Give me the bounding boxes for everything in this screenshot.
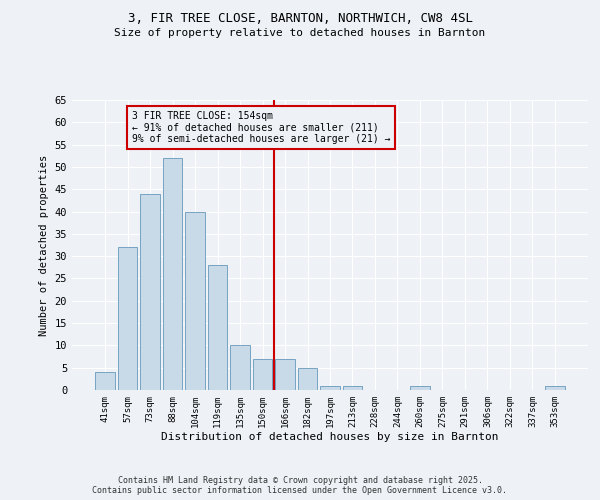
Bar — [253, 359, 272, 390]
Bar — [343, 386, 362, 390]
Bar — [118, 247, 137, 390]
Bar — [208, 265, 227, 390]
Text: 3 FIR TREE CLOSE: 154sqm
← 91% of detached houses are smaller (211)
9% of semi-d: 3 FIR TREE CLOSE: 154sqm ← 91% of detach… — [132, 111, 391, 144]
Text: Distribution of detached houses by size in Barnton: Distribution of detached houses by size … — [161, 432, 499, 442]
Bar — [230, 346, 250, 390]
Text: 3, FIR TREE CLOSE, BARNTON, NORTHWICH, CW8 4SL: 3, FIR TREE CLOSE, BARNTON, NORTHWICH, C… — [128, 12, 473, 26]
Bar — [275, 359, 295, 390]
Bar — [185, 212, 205, 390]
Bar — [545, 386, 565, 390]
Bar — [95, 372, 115, 390]
Bar — [320, 386, 340, 390]
Bar — [140, 194, 160, 390]
Bar — [410, 386, 430, 390]
Bar — [163, 158, 182, 390]
Bar — [298, 368, 317, 390]
Text: Size of property relative to detached houses in Barnton: Size of property relative to detached ho… — [115, 28, 485, 38]
Text: Contains HM Land Registry data © Crown copyright and database right 2025.
Contai: Contains HM Land Registry data © Crown c… — [92, 476, 508, 495]
Y-axis label: Number of detached properties: Number of detached properties — [39, 154, 49, 336]
